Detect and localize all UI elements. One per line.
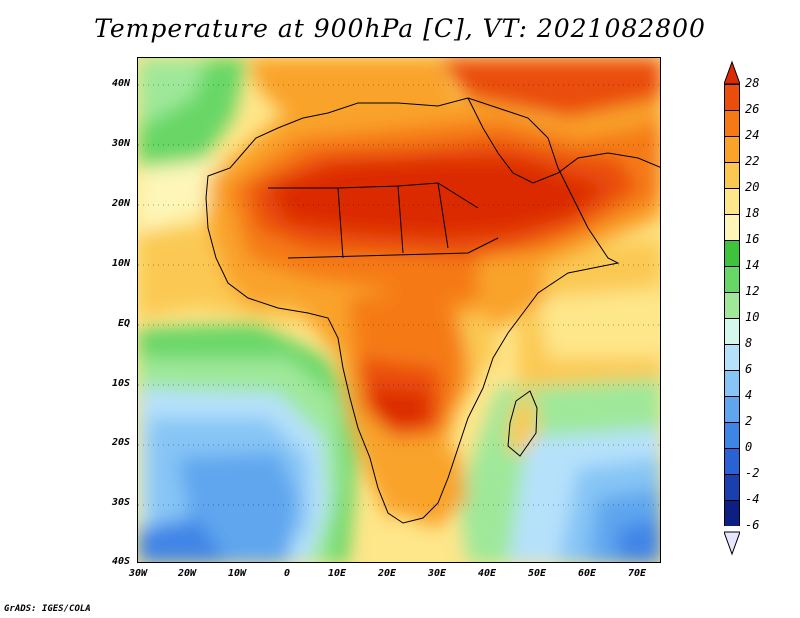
colorbar-label: 24: [745, 128, 760, 142]
y-axis-label: 30N: [111, 138, 130, 149]
colorbar-segment: [724, 422, 740, 448]
colorbar-segment: [724, 84, 740, 110]
x-axis-label: 20W: [177, 568, 197, 579]
colorbar-label: -4: [745, 492, 760, 506]
x-axis-label: 10E: [327, 568, 347, 579]
colorbar-label: 26: [745, 102, 760, 116]
coastlines: [205, 97, 660, 524]
colorbar-label: 4: [745, 388, 753, 402]
colorbar-label: 14: [745, 258, 760, 272]
colorbar-segment: [724, 188, 740, 214]
x-axis-label: 70E: [627, 568, 647, 579]
colorbar-arrows: [724, 60, 740, 556]
map-canvas: [138, 58, 660, 562]
map-title: Temperature at 900hPa [C], VT: 202108280…: [94, 14, 706, 43]
x-axis-label: 30E: [427, 568, 447, 579]
y-axis-label: 20S: [111, 437, 130, 448]
y-axis-label: 10S: [111, 378, 130, 389]
colorbar-label: 10: [745, 310, 760, 324]
colorbar-segment: [724, 396, 740, 422]
x-axis-label: 0: [283, 568, 291, 579]
y-axis-label: EQ: [117, 318, 130, 329]
x-axis-label: 60E: [577, 568, 597, 579]
colorbar-label: 16: [745, 232, 760, 246]
colorbar-segment: [724, 370, 740, 396]
colorbar-segment: [724, 474, 740, 500]
x-axis-label: 10W: [227, 568, 247, 579]
colorbar-label: 8: [745, 336, 753, 350]
colorbar-label: 12: [745, 284, 760, 298]
colorbar-label: 18: [745, 206, 760, 220]
colorbar-segment: [724, 500, 740, 526]
x-axis-label: 30W: [128, 568, 148, 579]
colorbar-label: 28: [745, 76, 760, 90]
x-axis-label: 40E: [477, 568, 497, 579]
footer-credit: GrADS: IGES/COLA: [4, 604, 91, 614]
colorbar-label: 22: [745, 154, 760, 168]
y-axis-label: 20N: [111, 198, 130, 209]
colorbar-segment: [724, 240, 740, 266]
y-axis-label: 40N: [111, 78, 130, 89]
colorbar-label: 2: [745, 414, 753, 428]
colorbar-segment: [724, 110, 740, 136]
x-axis-label: 50E: [527, 568, 547, 579]
colorbar-segment: [724, 318, 740, 344]
temperature-field: [138, 58, 660, 562]
colorbar-segment: [724, 448, 740, 474]
colorbar-segment: [724, 344, 740, 370]
colorbar-segment: [724, 136, 740, 162]
temperature-map: [137, 57, 661, 563]
colorbar-label: -6: [745, 518, 760, 532]
colorbar-segment: [724, 162, 740, 188]
y-axis-label: 30S: [111, 497, 130, 508]
colorbar-segment: [724, 266, 740, 292]
colorbar-label: -2: [745, 466, 760, 480]
y-axis-label: 10N: [111, 258, 130, 269]
y-axis-label: 40S: [111, 556, 130, 567]
colorbar-label: 6: [745, 362, 753, 376]
colorbar-segment: [724, 214, 740, 240]
colorbar-label: 0: [745, 440, 753, 454]
colorbar-label: 20: [745, 180, 760, 194]
colorbar-segment: [724, 292, 740, 318]
x-axis-label: 20E: [377, 568, 397, 579]
